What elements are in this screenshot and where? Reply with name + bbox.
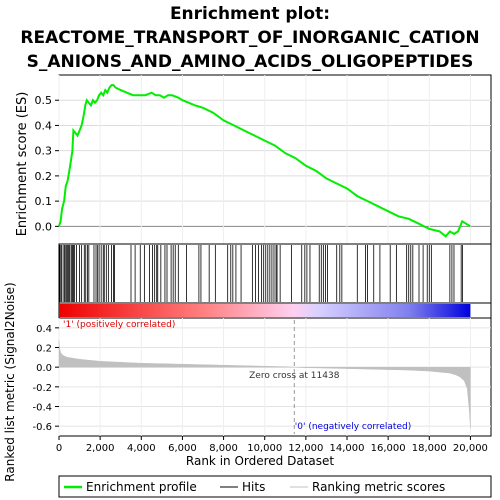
ranked-metric-y-axis: -0.6 -0.4 -0.2 0.0 0.2 0.4 — [32, 324, 59, 433]
ranked-y-tick-label: -0.6 — [32, 422, 52, 433]
x-tick-label: 4,000 — [127, 443, 156, 454]
x-tick-label: 6,000 — [168, 443, 197, 454]
x-tick-label: 20,000 — [453, 443, 488, 454]
legend: Enrichment profile Hits Ranking metric sco… — [64, 480, 445, 494]
zero-cross-label: Zero cross at 11438 — [249, 371, 340, 381]
es-y-tick-label: 0.2 — [35, 170, 53, 183]
es-panel-frame — [58, 74, 492, 245]
negative-correlation-label: '0' (negatively correlated) — [295, 422, 411, 432]
ranking-metric-area — [58, 340, 471, 429]
es-y-tick-label: 0.1 — [35, 195, 53, 208]
hits-panel-frame — [58, 243, 492, 304]
chart-title-line: Enrichment plot: — [170, 4, 330, 24]
positive-correlation-label: '1' (positively correlated) — [63, 320, 175, 330]
chart-title: Enrichment plot: REACTOME_TRANSPORT_OF_IN… — [20, 4, 479, 72]
x-tick-label: 14,000 — [330, 443, 365, 454]
enrichment-profile-line — [58, 84, 471, 238]
es-y-tick-label: 0.4 — [35, 119, 53, 132]
ranked-y-tick-label: -0.2 — [32, 383, 52, 394]
x-tick-label: 16,000 — [371, 443, 406, 454]
ranked-y-tick-label: 0.0 — [36, 363, 52, 374]
ranked-metric-grid — [58, 318, 491, 436]
es-y-tick-label: 0.0 — [35, 220, 53, 233]
ranked-y-tick-label: 0.2 — [36, 344, 52, 355]
ranked-metric-panel-frame — [58, 317, 492, 437]
ranked-metric-y-axis-label: Ranked list metric (Signal2Noise) — [3, 282, 17, 481]
rank-color-bar — [59, 304, 471, 317]
ranked-y-tick-label: -0.4 — [32, 403, 52, 414]
es-y-axis-label: Enrichment score (ES) — [15, 92, 30, 237]
legend-label: Ranking metric scores — [312, 480, 445, 494]
es-y-tick-label: 0.3 — [35, 145, 53, 158]
x-axis-label: Rank in Ordered Dataset — [186, 454, 334, 468]
es-y-tick-label: 0.5 — [35, 94, 53, 107]
x-axis: 0 2,000 4,000 6,000 8,000 10,000 12,000 14,000 1… — [56, 436, 488, 454]
es-panel-grid — [58, 75, 491, 244]
x-tick-label: 10,000 — [247, 443, 282, 454]
ranked-y-tick-label: 0.4 — [36, 324, 52, 335]
legend-frame — [58, 475, 492, 498]
legend-label: Hits — [242, 480, 265, 494]
hits-marks — [59, 245, 464, 302]
x-tick-label: 8,000 — [209, 443, 238, 454]
es-panel-y-axis: 0.0 0.1 0.2 0.3 0.4 0.5 — [35, 94, 59, 233]
x-tick-label: 12,000 — [288, 443, 323, 454]
chart-title-line: REACTOME_TRANSPORT_OF_INORGANIC_CATION — [20, 28, 479, 48]
x-tick-label: 0 — [56, 443, 62, 454]
legend-label: Enrichment profile — [86, 480, 197, 494]
chart-title-line: S_ANIONS_AND_AMINO_ACIDS_OLIGOPEPTIDES — [27, 52, 474, 72]
x-tick-label: 18,000 — [412, 443, 447, 454]
x-tick-label: 2,000 — [86, 443, 115, 454]
